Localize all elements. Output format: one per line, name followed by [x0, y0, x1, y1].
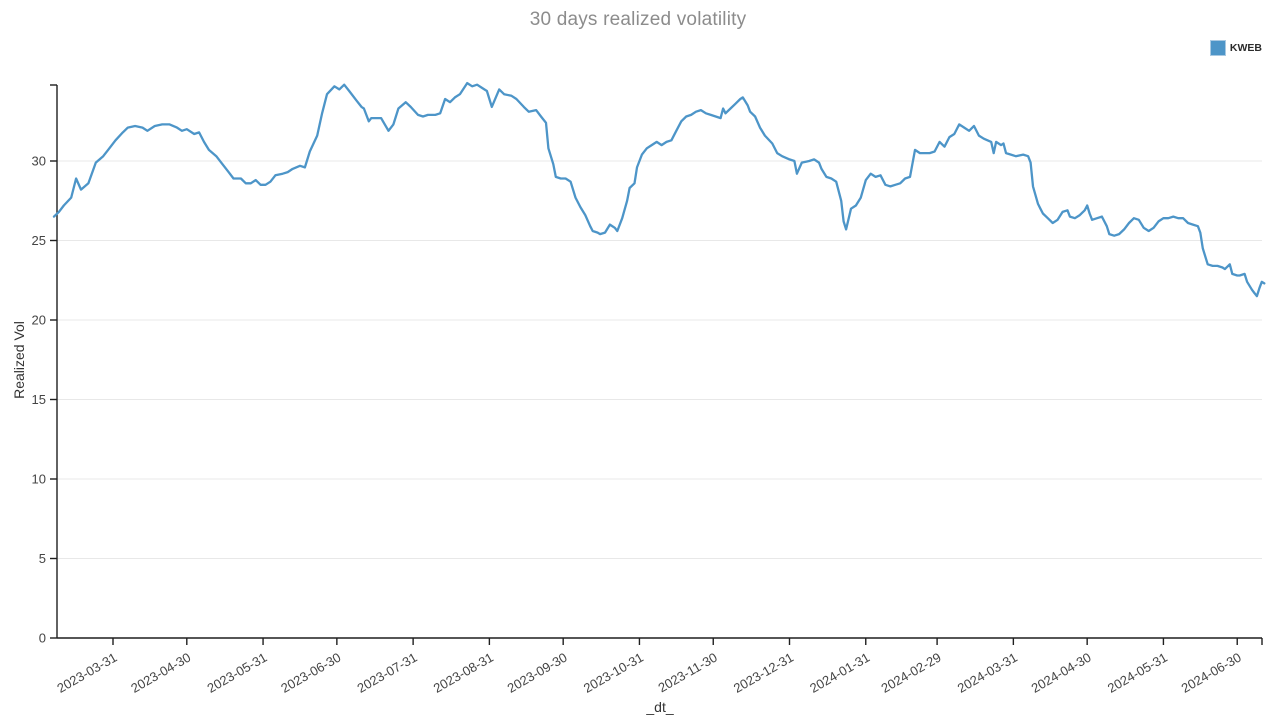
x-tick-label-2023-04-30: 2023-04-30 [128, 650, 193, 696]
chart-title: 30 days realized volatility [529, 9, 747, 30]
x-tick-label-2024-05-31: 2024-05-31 [1105, 650, 1170, 696]
y-tick-label-30: 30 [32, 154, 46, 169]
y-tick-label-20: 20 [32, 313, 46, 328]
x-tick-label-2023-11-30: 2023-11-30 [655, 650, 719, 696]
x-tick-label-2024-03-31: 2024-03-31 [955, 650, 1020, 696]
series-line-kweb [52, 81, 1266, 298]
x-tick-label-2023-09-30: 2023-09-30 [505, 650, 570, 696]
y-tick-label-5: 5 [39, 551, 46, 566]
x-axis-title: _dt_ [646, 699, 674, 715]
x-tick-label-2023-05-31: 2023-05-31 [204, 650, 269, 696]
legend: KWEB [1209, 40, 1262, 56]
y-tick-label-0: 0 [39, 631, 46, 646]
x-tick-label-2023-10-31: 2023-10-31 [581, 650, 646, 696]
x-tick-label-2023-03-31: 2023-03-31 [54, 650, 119, 696]
x-tick-label-2024-01-31: 2024-01-31 [807, 650, 872, 696]
legend-swatch-icon [1209, 40, 1226, 56]
y-tick-label-15: 15 [32, 392, 46, 407]
x-tick-label-2024-04-30: 2024-04-30 [1029, 650, 1094, 696]
y-tick-label-25: 25 [32, 233, 46, 248]
legend-item-kweb[interactable]: KWEB [1209, 40, 1262, 56]
x-tick-label-2023-07-31: 2023-07-31 [355, 650, 420, 696]
x-tick-label-2023-08-31: 2023-08-31 [431, 650, 496, 696]
x-tick-label-2024-06-30: 2024-06-30 [1179, 650, 1244, 696]
x-tick-label-2023-12-31: 2023-12-31 [731, 650, 796, 696]
y-axis-title: Realized Vol [11, 321, 27, 399]
x-tick-label-2023-06-30: 2023-06-30 [278, 650, 343, 696]
x-tick-label-2024-02-29: 2024-02-29 [879, 650, 944, 696]
y-tick-label-10: 10 [32, 472, 46, 487]
legend-label: KWEB [1229, 42, 1262, 54]
